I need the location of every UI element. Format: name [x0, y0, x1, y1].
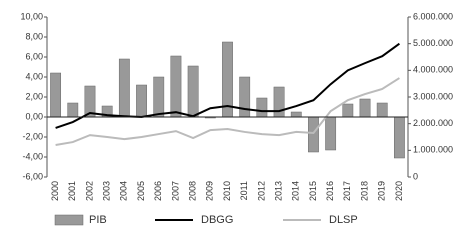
x-tick-label: 2019: [377, 181, 387, 201]
legend-swatch: [54, 214, 84, 226]
y-tick-label: 4,00: [25, 71, 43, 81]
bar: [393, 116, 405, 159]
x-tick-label: 2008: [187, 181, 197, 201]
bar: [118, 58, 130, 118]
x-tick-label: 2011: [239, 181, 249, 200]
bar: [325, 116, 337, 151]
legend-label: DLSP: [329, 214, 358, 226]
y-tick-label: 6,00: [25, 51, 43, 61]
x-tick-label: 2000: [50, 181, 60, 201]
x-tick-label: 2020: [394, 181, 404, 201]
x-tick-label: 2017: [342, 181, 352, 201]
x-tick-label: 2005: [136, 181, 146, 201]
x-tick-label: 2007: [170, 181, 180, 201]
chart: PIB DBGG DLSP -6,00 -4,00 -2,00 0,00 2,00 4,00 6…: [20, 11, 453, 226]
bar: [290, 111, 302, 118]
y2-tick-label: 0: [413, 171, 418, 181]
legend: PIB DBGG DLSP: [54, 214, 358, 226]
x-tick-label: 2010: [222, 181, 232, 201]
bar: [273, 86, 285, 118]
x-tick-label: 2002: [84, 181, 94, 201]
y2-tick-label: 3.000.000: [413, 91, 453, 101]
legend-label: PIB: [89, 214, 107, 226]
bar: [308, 116, 319, 153]
bar: [153, 76, 165, 118]
bar: [136, 84, 147, 118]
y2-tick-label: 6.000.000: [413, 11, 453, 21]
y-tick-label: 8,00: [25, 31, 43, 41]
bar: [359, 98, 371, 118]
bar: [376, 102, 388, 118]
y-tick-label: -2,00: [22, 131, 43, 141]
bar: [342, 103, 354, 118]
y-tick-label: 0,00: [25, 111, 43, 121]
bar: [187, 65, 199, 118]
x-tick-label: 2003: [102, 181, 112, 201]
x-tick-label: 2001: [67, 181, 77, 201]
y-tick-label: 10,00: [20, 11, 43, 21]
y2-tick-label: 2.000.000: [413, 118, 453, 128]
x-tick-label: 2012: [256, 181, 266, 201]
line: [55, 77, 400, 146]
y-tick-label: -4,00: [22, 151, 43, 161]
x-tick-label: 2009: [205, 181, 215, 201]
y-tick-label: -6,00: [22, 171, 43, 181]
bar: [50, 72, 62, 118]
bar: [239, 76, 251, 118]
bar: [67, 102, 79, 118]
x-tick-label: 2016: [325, 181, 335, 201]
y2-tick-label: 5.000.000: [413, 38, 453, 48]
y2-tick-label: 4.000.000: [413, 65, 453, 75]
x-tick-label: 2004: [119, 181, 129, 201]
legend-label: DBGG: [201, 214, 233, 226]
x-tick-label: 2014: [291, 181, 301, 201]
x-tick-label: 2013: [273, 181, 283, 201]
x-tick-label: 2018: [359, 181, 369, 201]
bar: [256, 97, 268, 118]
x-tick-label: 2006: [153, 181, 163, 201]
y2-tick-label: 1.000.000: [413, 145, 453, 155]
bar: [170, 55, 182, 118]
line: [55, 42, 400, 129]
y-tick-label: 2,00: [25, 91, 43, 101]
x-tick-label: 2015: [308, 181, 318, 201]
